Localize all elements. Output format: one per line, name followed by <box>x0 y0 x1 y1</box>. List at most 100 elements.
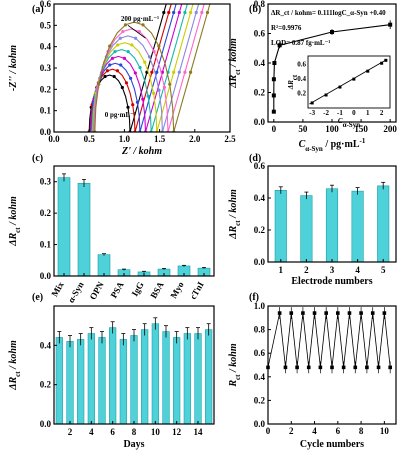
panel-a-point <box>126 105 130 109</box>
panel-e-xtick-label: 14 <box>194 427 204 437</box>
panel-a-point <box>162 85 166 89</box>
panel-c-ytick-label: 0.3 <box>40 177 52 187</box>
panel-a-point <box>103 74 107 79</box>
panel-e-bar-6 <box>109 327 117 425</box>
panel-f-xtick-label: 4 <box>312 426 317 436</box>
panel-a-annotation-0: 0 pg·mL⁻¹ <box>105 111 136 119</box>
panel-e-bar-5 <box>98 337 106 425</box>
panel-b-inset-ytick-label: 0.6 <box>297 61 306 69</box>
panel-f-xtick-label: 2 <box>289 426 294 436</box>
panel-d-bar-2 <box>300 195 313 263</box>
panel-a-point <box>177 70 181 74</box>
panel-d-xtick-label: 2 <box>304 265 309 275</box>
panel-f-ytick-label: 0.4 <box>254 372 266 382</box>
panel-d-ytick-label: 0.0 <box>254 257 266 267</box>
panel-f-point <box>277 311 282 315</box>
panel-a-ytick-label: 0.6 <box>40 0 52 9</box>
panel-f-regeneration: 0.0 0.2 0.4 0.6 0.8 1.0 0 2 4 6 8 10 Cycle numbers Rc… <box>228 301 397 450</box>
panel-b-inset-xtick-label: -2 <box>323 109 329 117</box>
panel-e-bar-2 <box>66 341 74 425</box>
panel-b-inset-xtick-label: -3 <box>309 109 315 117</box>
panel-a-point <box>157 88 161 92</box>
panel-a-xlabel: Z' / kohm <box>121 146 162 157</box>
panel-f-point <box>324 311 328 315</box>
panel-b-point <box>277 43 282 48</box>
panel-e-ylabel: ΔRct / kohm <box>8 340 22 391</box>
panel-b-r2: R²=0.9976 <box>271 24 302 32</box>
panel-a-point <box>135 100 140 104</box>
panel-c-xtick-label: Mix <box>49 280 66 299</box>
panel-a-point <box>108 63 112 67</box>
panel-a-point <box>118 36 122 40</box>
panel-f-ytick-label: 0.0 <box>254 419 266 429</box>
panel-a-point <box>177 10 181 15</box>
panel-e-bar-12 <box>173 337 181 425</box>
panel-d-xlabel: Electrode numbers <box>291 276 372 287</box>
panel-d-ytick-label: 0.4 <box>254 193 266 203</box>
panel-d-bar-4 <box>351 190 364 263</box>
panel-a-point <box>183 10 187 15</box>
panel-label-f: (f) <box>249 292 259 303</box>
panel-label-a: (a) <box>32 4 44 15</box>
panel-a-point <box>121 29 125 34</box>
panel-f-point <box>376 365 381 370</box>
panel-c-ylabel: ΔRct / kohm <box>8 196 22 247</box>
panel-c-xtick-label: IgG <box>130 280 146 298</box>
panel-a-point <box>183 70 187 74</box>
panel-e-bar-11 <box>162 331 170 425</box>
panel-a-xtick-label: 2.0 <box>189 134 201 144</box>
panel-f-xtick-label: 6 <box>336 426 341 436</box>
panel-a-plot-frame <box>53 3 231 133</box>
panel-b-inset-point <box>310 101 314 105</box>
panel-e-bar-4 <box>87 333 95 425</box>
panel-d-ytick-label: 0.2 <box>254 225 266 235</box>
panel-b-point <box>271 77 276 82</box>
panel-a-point <box>105 69 110 73</box>
panel-e-ytick-label: 0.0 <box>40 419 52 429</box>
panel-f-xtick-label: 8 <box>359 426 364 436</box>
panel-f-ytick-label: 0.6 <box>254 348 266 358</box>
panel-f-point <box>312 311 317 315</box>
panel-b-inset-point <box>384 58 388 62</box>
panel-d-bar-5 <box>377 185 390 263</box>
panel-a-nyquist: 0.0 0.1 0.2 0.3 0.4 0.5 0.6 0.0 0.5 1.0 1.5 2.0 2.5 2… <box>8 0 236 157</box>
panel-a-point <box>116 43 120 47</box>
panel-e-bar-14 <box>194 333 202 425</box>
panel-a-ytick-label: 0.5 <box>40 20 52 30</box>
panel-a-point <box>147 55 152 59</box>
panel-c-bar-Mix <box>57 177 71 277</box>
panel-a-point <box>137 29 141 34</box>
panel-f-point <box>353 365 358 370</box>
panel-b-inset-fit <box>309 58 388 105</box>
panel-b-inset-ylabel: ΔRct <box>287 74 299 90</box>
panel-a-ytick-label: 0.0 <box>40 127 52 137</box>
panel-a-point <box>172 70 176 74</box>
panel-e-bar-7 <box>119 339 127 425</box>
panel-e-ytick-label: 0.4 <box>40 340 52 350</box>
panel-e-bar-1 <box>55 337 63 425</box>
panel-a-point <box>143 60 147 64</box>
panel-a-point <box>205 10 210 15</box>
panel-b-xtick-label: 200 <box>383 124 397 134</box>
panel-a-arrow <box>127 25 146 39</box>
panel-e-bar-13 <box>183 333 191 425</box>
panel-a-point <box>131 103 135 107</box>
panel-f-point <box>266 365 270 370</box>
panel-f-point <box>283 365 288 370</box>
panel-c-xtick-label: OPN <box>88 280 106 302</box>
panel-a-point <box>110 56 114 60</box>
panel-e-bar-10 <box>151 323 159 425</box>
panel-a-ytick-label: 0.3 <box>40 63 52 73</box>
panel-f-ytick-label: 1.0 <box>254 301 266 311</box>
panel-a-point <box>112 74 116 79</box>
panel-a-xtick-label: 0.5 <box>84 134 96 144</box>
panel-a-ytick-label: 0.2 <box>40 84 52 94</box>
panel-f-ylabel: Rct / kohm <box>228 343 242 387</box>
panel-a-point <box>146 94 150 98</box>
panel-e-stability: 0.0 0.2 0.4 2 4 6 8 10 12 14 Days ΔRct / kohm <box>8 305 215 450</box>
panel-b-inset-point <box>352 77 356 81</box>
panel-b-inset-xlabel: Cα-Syn <box>338 117 360 129</box>
panel-a-point <box>155 70 159 74</box>
panel-b-point <box>271 109 276 114</box>
panel-a-point <box>119 63 123 67</box>
